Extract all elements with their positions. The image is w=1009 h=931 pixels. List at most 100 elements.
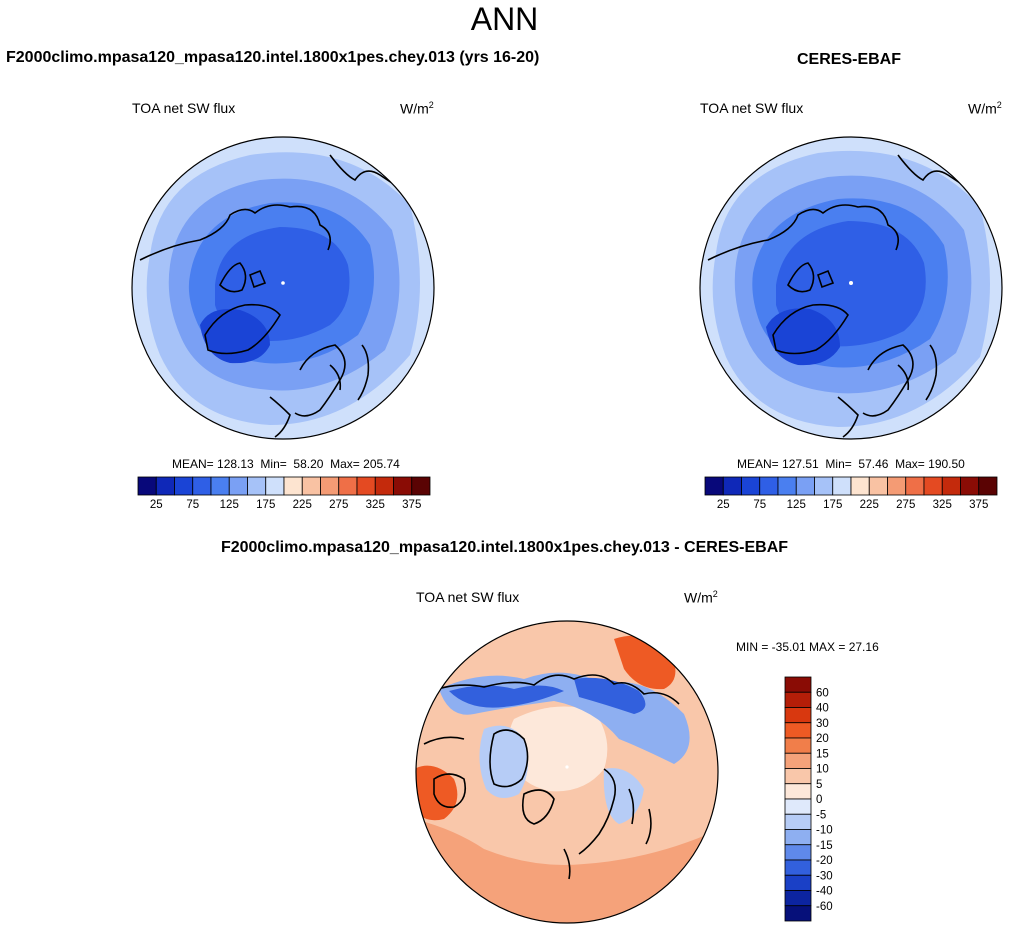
panel1-field-greenland — [200, 309, 270, 364]
panel3-colorbar-box — [784, 768, 812, 785]
panel3-map — [415, 620, 719, 924]
panel2-colorbar-box — [941, 476, 961, 496]
panel3-field-strong-negative-east — [574, 677, 646, 714]
panel1-colorbar-box — [174, 476, 194, 496]
panel2-colorbar-box — [887, 476, 907, 496]
panel3-colorbar-box — [784, 829, 812, 846]
panel3-colorbar-box — [784, 859, 812, 876]
panel2-colorbar-tick-label: 325 — [933, 499, 952, 511]
panel3-colorbar-box — [784, 691, 812, 708]
panel2-units: W/m2 — [968, 100, 1002, 117]
panel1-colorbar-box — [393, 476, 413, 496]
panel3-colorbar-box — [784, 722, 812, 739]
panel1-colorbar-box — [155, 476, 175, 496]
panel1-units: W/m2 — [400, 100, 434, 117]
panel2-colorbar-box — [868, 476, 888, 496]
panel1-colorbar-tick-label: 175 — [256, 499, 275, 511]
panel1-colorbar-box — [210, 476, 230, 496]
panel3-colorbar-tick-label: -10 — [816, 825, 833, 837]
panel1-colorbar-box — [411, 476, 431, 496]
panel1-colorbar-box — [301, 476, 321, 496]
panel1-colorbar-box — [137, 476, 157, 496]
panel1-colorbar-box — [247, 476, 267, 496]
panel2-colorbar-box — [704, 476, 724, 496]
panel3-coastlines — [423, 674, 680, 880]
panel1-colorbar-tick-label: 375 — [402, 499, 421, 511]
panel1-colorbar-tick-label: 25 — [150, 499, 163, 511]
panel3-colorbar-tick-label: 5 — [816, 779, 822, 791]
panel3-field-south — [416, 819, 718, 923]
panel3-field-pole — [508, 706, 608, 792]
panel1-colorbar-tick-label: 225 — [293, 499, 312, 511]
panel2-colorbar-tick-label: 225 — [860, 499, 879, 511]
panel2-colorbar-box — [741, 476, 761, 496]
panel3-field-strong-negative-west — [449, 685, 564, 708]
panel3-colorbar-box — [784, 844, 812, 861]
panel3-colorbar-tick-label: 40 — [816, 703, 829, 715]
panel3-colorbar-box — [784, 813, 812, 830]
panel3-colorbar-box — [784, 737, 812, 754]
panel2-colorbar-tick-label: 275 — [896, 499, 915, 511]
panel2-colorbar-tick-label: 125 — [787, 499, 806, 511]
panel3-colorbar-box — [784, 890, 812, 907]
panel2-colorbar-tick-label: 375 — [969, 499, 988, 511]
panel3-units: W/m2 — [684, 589, 718, 606]
panel1-colorbar-box — [265, 476, 285, 496]
panel1-colorbar: 25 75 125 175 225 275 325 375 — [137, 476, 431, 511]
panel3-colorbar-tick-label: 15 — [816, 748, 829, 760]
panel3-colorbar-tick-label: -40 — [816, 886, 833, 898]
panel1-colorbar-box — [374, 476, 394, 496]
panel1-colorbar-box — [356, 476, 376, 496]
panel3-colorbar-box — [784, 752, 812, 769]
panel3-variable-label: TOA net SW flux — [416, 589, 520, 605]
panel1-colorbar-box — [320, 476, 340, 496]
panel3-colorbar-box — [784, 707, 812, 724]
panel2-colorbar-box — [960, 476, 980, 496]
panel2-colorbar-tick-label: 25 — [717, 499, 730, 511]
panel2-colorbar: 25 75 125 175 225 275 325 375 — [704, 476, 998, 511]
panel3-colorbar-box — [784, 905, 812, 922]
panel2-map-border — [699, 136, 1003, 440]
panel2-pole-marker — [849, 281, 853, 285]
panel3-colorbar-box — [784, 783, 812, 800]
season-title: ANN — [470, 1, 539, 37]
panel1-colorbar-box — [192, 476, 212, 496]
panel1-colorbar-tick-label: 75 — [186, 499, 199, 511]
panel1-pole-marker — [281, 281, 285, 285]
panel2-colorbar-box — [978, 476, 998, 496]
panel2-field-greenland — [766, 308, 840, 366]
panel1-title: F2000climo.mpasa120_mpasa120.intel.1800x… — [6, 49, 540, 66]
panel1-colorbar-tick-label: 275 — [329, 499, 348, 511]
panel3-colorbar-tick-label: -15 — [816, 840, 833, 852]
panel3-colorbar-tick-label: 30 — [816, 718, 829, 730]
panel2-colorbar-box — [905, 476, 925, 496]
panel1-map-border — [131, 136, 435, 440]
panel1-colorbar-box — [228, 476, 248, 496]
panel3-pole-marker — [565, 765, 569, 769]
panel3-title: F2000climo.mpasa120_mpasa120.intel.1800x… — [220, 539, 789, 556]
panel1-colorbar-box — [338, 476, 358, 496]
panel3-minmax: MIN = -35.01 MAX = 27.16 — [736, 640, 879, 654]
panel2-stats: MEAN= 127.51 Min= 57.46 Max= 190.50 — [737, 457, 965, 471]
panel2-map — [699, 136, 1003, 440]
panel2-colorbar-box — [722, 476, 742, 496]
panel1-colorbar-box — [283, 476, 303, 496]
panel2-colorbar-box — [923, 476, 943, 496]
panel2-colorbar-box — [777, 476, 797, 496]
panel3-colorbar: 60 40 30 20 15 10 5 0 -5 -10 -15 -20 -30 -40 -60 — [784, 676, 833, 922]
panel3-colorbar-box — [784, 676, 812, 693]
panel2-colorbar-box — [759, 476, 779, 496]
panel3-colorbar-tick-label: 0 — [816, 794, 822, 806]
panel2-colorbar-tick-label: 75 — [753, 499, 766, 511]
panel3-colorbar-box — [784, 874, 812, 891]
panel1-variable-label: TOA net SW flux — [132, 100, 236, 116]
panel2-variable-label: TOA net SW flux — [700, 100, 804, 116]
panel3-colorbar-tick-label: 20 — [816, 733, 829, 745]
panel2-title: CERES-EBAF — [797, 51, 902, 68]
panel3-colorbar-tick-label: -20 — [816, 855, 833, 867]
panel3-colorbar-tick-label: 60 — [816, 687, 829, 699]
panel1-colorbar-tick-label: 325 — [366, 499, 385, 511]
panel3-colorbar-tick-label: -60 — [816, 901, 833, 913]
panel2-colorbar-box — [832, 476, 852, 496]
panel2-colorbar-box — [814, 476, 834, 496]
